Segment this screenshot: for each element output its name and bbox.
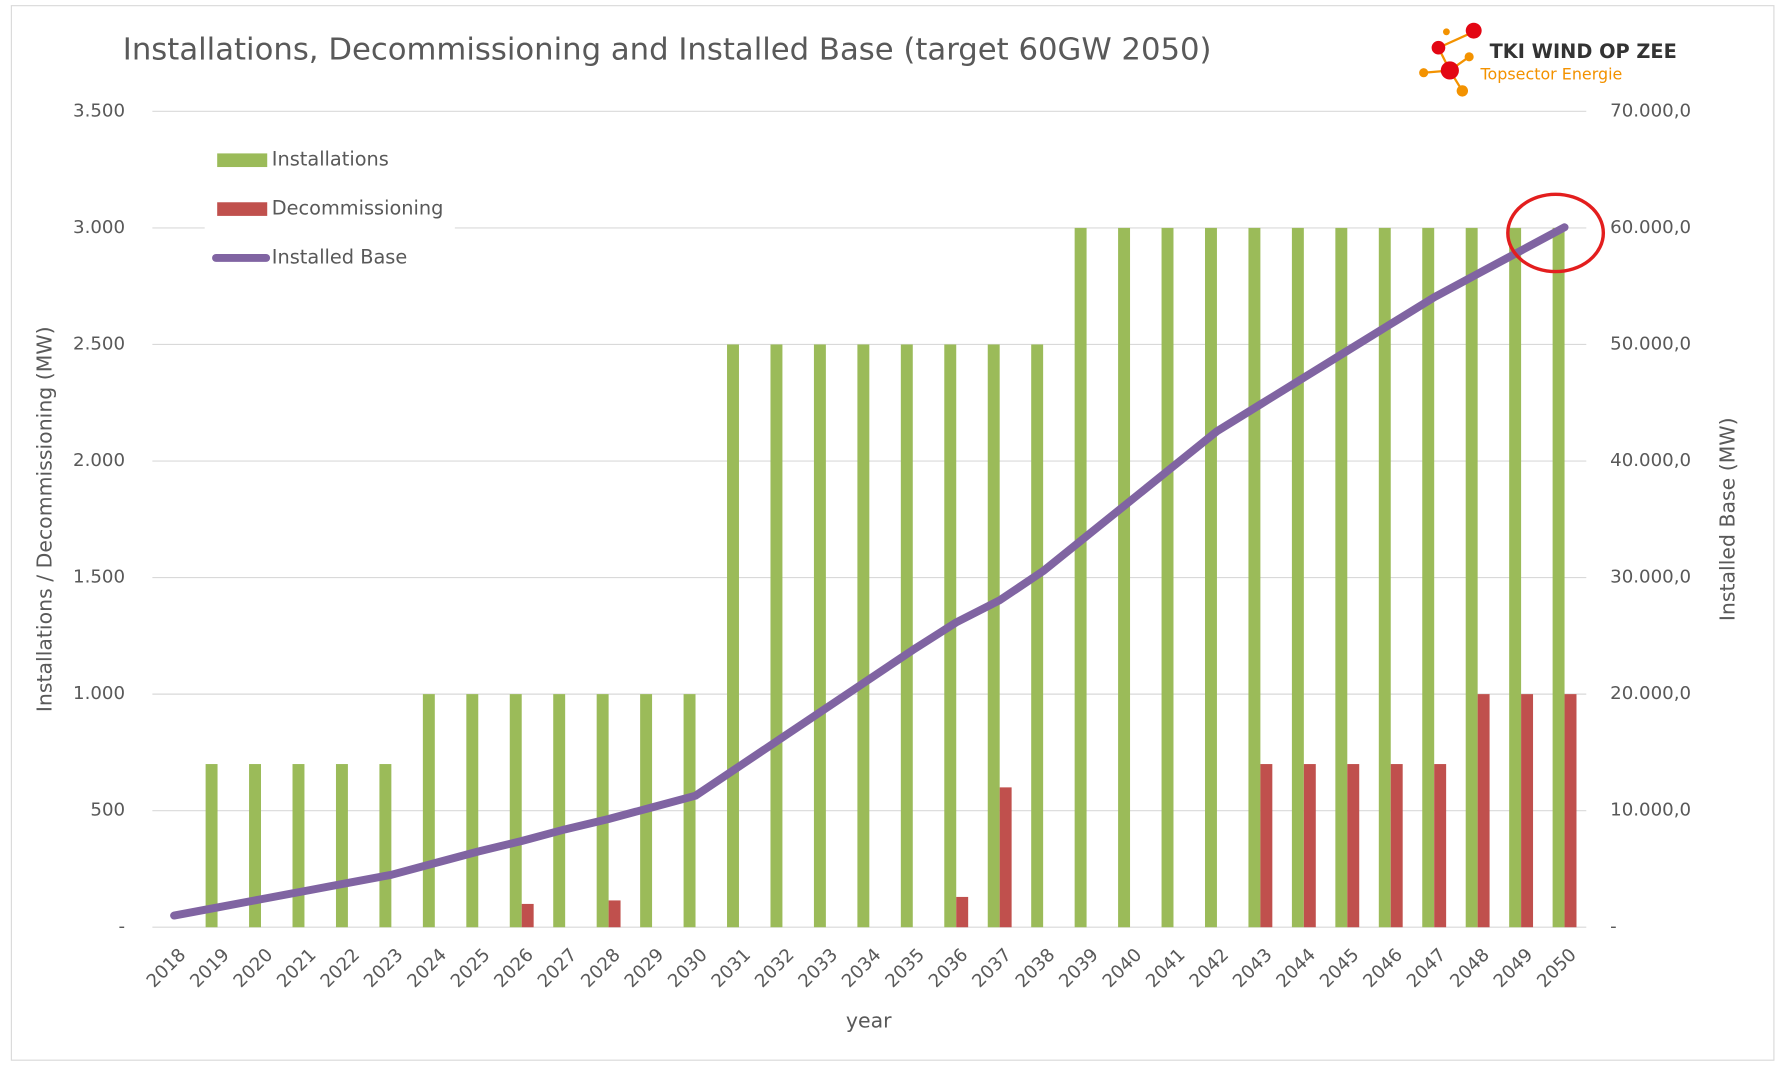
y2-tick-label: 20.000,0 (1610, 683, 1691, 704)
legend-label: Installed Base (272, 245, 408, 268)
bar (999, 787, 1012, 928)
bar (1161, 227, 1174, 928)
chart-title: Installations, Decommissioning and Insta… (123, 33, 1212, 68)
y2-axis-title: Installed Base (MW) (1715, 417, 1739, 621)
logo-title: TKI WIND OP ZEE (1490, 40, 1677, 63)
bar (1291, 227, 1304, 928)
bar (683, 694, 696, 928)
bar (292, 764, 305, 928)
bar (1477, 694, 1490, 928)
bar (1260, 764, 1273, 928)
y-tick-label: 500 (90, 800, 125, 821)
bar (1335, 227, 1348, 928)
y2-tick-label: - (1610, 916, 1617, 937)
bar (466, 694, 479, 928)
bar (857, 344, 870, 928)
bar (1031, 344, 1044, 928)
bar (1509, 227, 1522, 928)
bar (770, 344, 783, 928)
bar (1422, 227, 1435, 928)
bar (900, 344, 913, 928)
bar (944, 344, 957, 928)
y-axis-title: Installations / Decommissioning (MW) (32, 326, 56, 712)
bar (249, 764, 262, 928)
y-tick-label: 3.500 (73, 100, 125, 121)
legend-label: Decommissioning (272, 197, 444, 220)
y2-tick-label: 70.000,0 (1610, 100, 1691, 121)
y-tick-label: 2.000 (73, 450, 125, 471)
bar (509, 694, 522, 928)
bar (521, 903, 534, 928)
bar (1390, 764, 1403, 928)
y2-tick-label: 40.000,0 (1610, 450, 1691, 471)
y2-tick-label: 60.000,0 (1610, 217, 1691, 238)
bar (813, 344, 826, 928)
logo-subtitle: Topsector Energie (1480, 65, 1623, 84)
legend-swatch (217, 153, 268, 168)
highlight-circle (1506, 192, 1606, 274)
bar (987, 344, 1000, 928)
bar (1465, 227, 1478, 928)
y2-tick-label: 30.000,0 (1610, 567, 1691, 588)
line-series (170, 223, 1569, 920)
bar (422, 694, 435, 928)
y-tick-label: - (119, 916, 126, 937)
y2-tick-label: 50.000,0 (1610, 333, 1691, 354)
legend-swatch (217, 202, 268, 216)
logo (1419, 22, 1482, 97)
bar (1434, 764, 1447, 928)
bar (1204, 227, 1217, 928)
y-tick-label: 1.000 (73, 683, 125, 704)
y-tick-label: 1.500 (73, 567, 125, 588)
bar (1118, 227, 1131, 928)
bar (1303, 764, 1316, 928)
bar (608, 900, 621, 928)
bar (1564, 694, 1577, 928)
bar (1378, 227, 1391, 928)
bar (379, 764, 392, 928)
bar (1248, 227, 1261, 928)
bar (335, 764, 348, 928)
bar (1347, 764, 1360, 928)
bar (596, 694, 609, 928)
y-tick-label: 2.500 (73, 333, 125, 354)
bar (1552, 227, 1565, 928)
legend-label: Installations (272, 148, 389, 171)
y-tick-label: 3.000 (73, 217, 125, 238)
bar (1074, 227, 1087, 928)
bar (1521, 694, 1534, 928)
bar (956, 896, 969, 928)
y2-tick-label: 10.000,0 (1610, 800, 1691, 821)
bar (727, 344, 739, 928)
bar (205, 764, 218, 928)
x-axis-title: year (846, 1009, 892, 1033)
bar (553, 694, 566, 928)
